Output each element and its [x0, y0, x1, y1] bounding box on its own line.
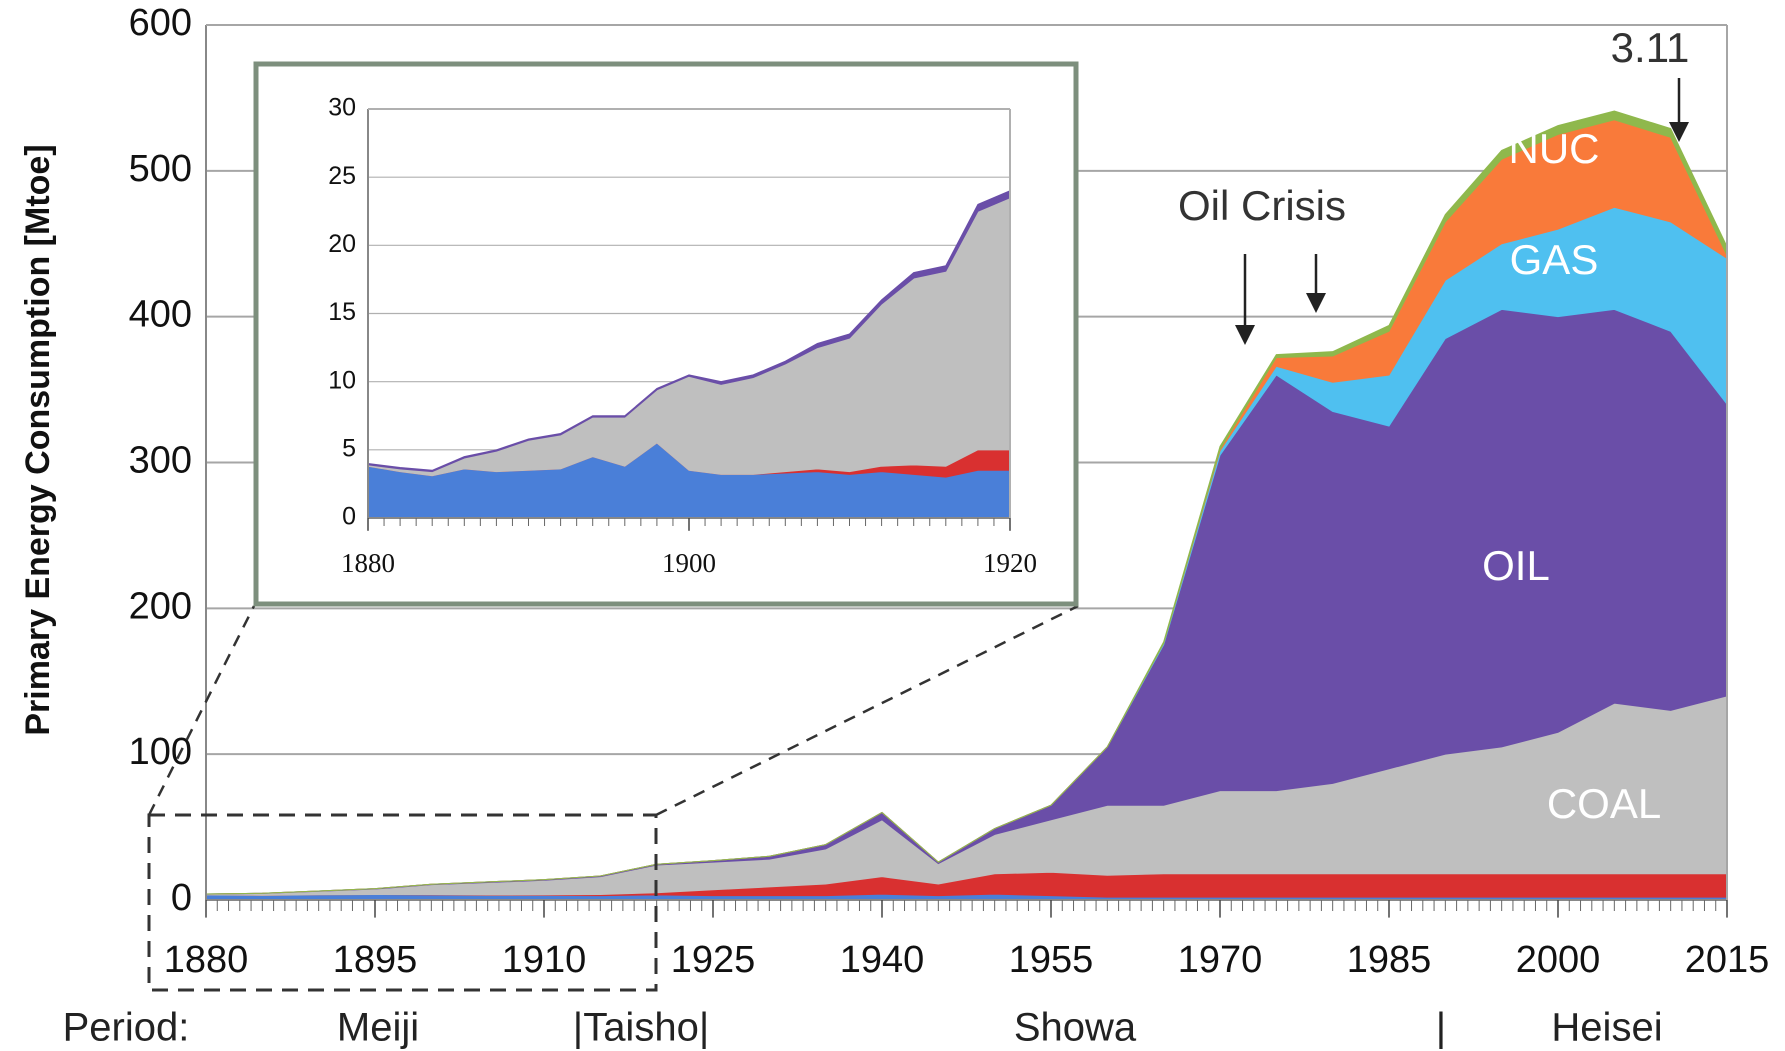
- period-label: Meiji: [337, 1006, 419, 1050]
- x-tick-label: 1920: [983, 548, 1037, 578]
- y-tick-label: 0: [171, 877, 192, 919]
- x-tick-label: 1910: [502, 939, 587, 981]
- x-tick-label: 1880: [341, 548, 395, 578]
- x-tick-label: 1985: [1347, 939, 1432, 981]
- period-label: Period:: [63, 1006, 190, 1050]
- y-tick-label: 600: [129, 2, 192, 44]
- y-tick-label: 10: [328, 366, 356, 394]
- period-label: Heisei: [1551, 1006, 1662, 1050]
- zoom-line: [655, 604, 1079, 817]
- x-tick-label: 1940: [840, 939, 925, 981]
- y-tick-label: 400: [129, 294, 192, 336]
- y-tick-label: 15: [328, 298, 356, 326]
- x-tick-label: 2000: [1516, 939, 1601, 981]
- x-tick-label: 1925: [671, 939, 756, 981]
- period-label: Showa: [1014, 1006, 1137, 1050]
- y-tick-label: 30: [328, 94, 356, 122]
- y-tick-label: 5: [342, 434, 356, 462]
- x-tick-label: 1880: [164, 939, 249, 981]
- area-label: GAS: [1510, 236, 1599, 283]
- zoom-box: [147, 813, 658, 992]
- zoom-line: [147, 605, 256, 816]
- area-label: NUC: [1509, 125, 1600, 172]
- x-tick-label: 1955: [1009, 939, 1094, 981]
- annotation: Oil Crisis: [1178, 182, 1346, 229]
- period-label: |: [1436, 1006, 1446, 1050]
- area-label: COAL: [1547, 780, 1661, 827]
- y-tick-label: 25: [328, 162, 356, 190]
- y-tick-label: 20: [328, 230, 356, 258]
- y-tick-label: 0: [342, 503, 356, 531]
- y-tick-label: 200: [129, 585, 192, 627]
- y-axis-title: Primary Energy Consumption [Mtoe]: [19, 144, 57, 735]
- y-tick-label: 100: [129, 731, 192, 773]
- x-tick-label: 1970: [1178, 939, 1263, 981]
- inset-chart: 0 5 10 15 20 25 30 1880 1900 1920: [328, 94, 1037, 579]
- annotation: 3.11: [1611, 24, 1690, 71]
- x-tick-label: 1895: [333, 939, 418, 981]
- y-tick-label: 300: [129, 440, 192, 482]
- period-label: |Taisho|: [573, 1006, 709, 1050]
- x-tick-label: 1900: [662, 548, 716, 578]
- area-label: OIL: [1482, 542, 1550, 589]
- y-tick-label: 500: [129, 148, 192, 190]
- x-tick-label: 2015: [1685, 939, 1770, 981]
